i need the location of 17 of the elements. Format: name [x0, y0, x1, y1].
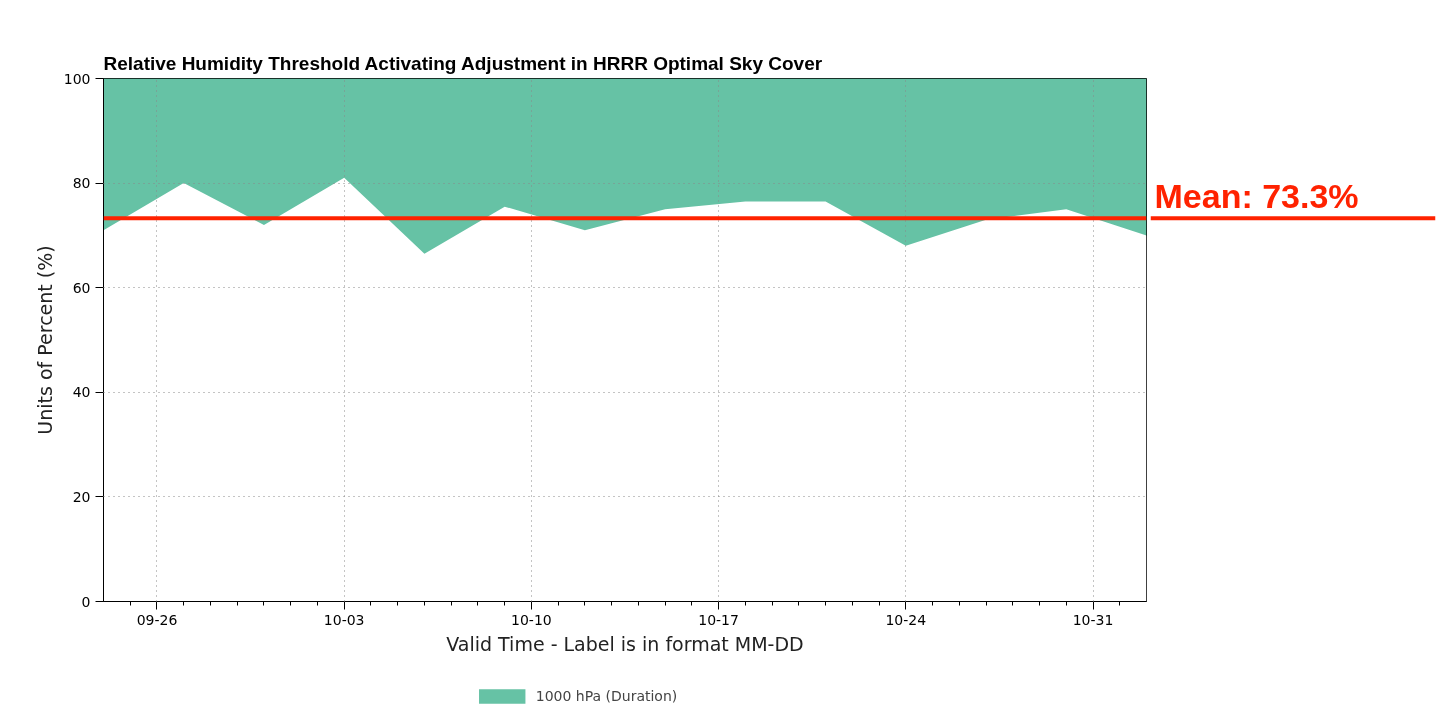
y-tick-label: 60: [72, 279, 91, 296]
legend-label: 1000 hPa (Duration): [535, 688, 678, 704]
x-tick-label: 10-17: [698, 611, 739, 628]
y-tick-label: 0: [81, 593, 91, 610]
y-tick-label: 20: [72, 488, 91, 505]
x-tick-label: 09-26: [136, 611, 178, 628]
x-tick-label: 10-31: [1072, 611, 1114, 628]
y-tick-label: 80: [72, 175, 91, 192]
x-tick-label: 10-03: [323, 611, 365, 628]
y-tick-label: 100: [63, 70, 91, 87]
x-axis-title: Valid Time - Label is in format MM-DD: [446, 632, 804, 655]
ref-line-label: Mean: 73.3%: [1154, 177, 1359, 216]
y-axis-title: Units of Percent (%): [33, 245, 56, 435]
x-tick-label: 10-10: [511, 611, 552, 628]
chart-title: Relative Humidity Threshold Activating Adjustment in HRRR Optimal Sky Cover: [103, 52, 823, 74]
x-tick-label: 10-24: [885, 611, 927, 628]
y-tick-label: 40: [72, 384, 91, 401]
